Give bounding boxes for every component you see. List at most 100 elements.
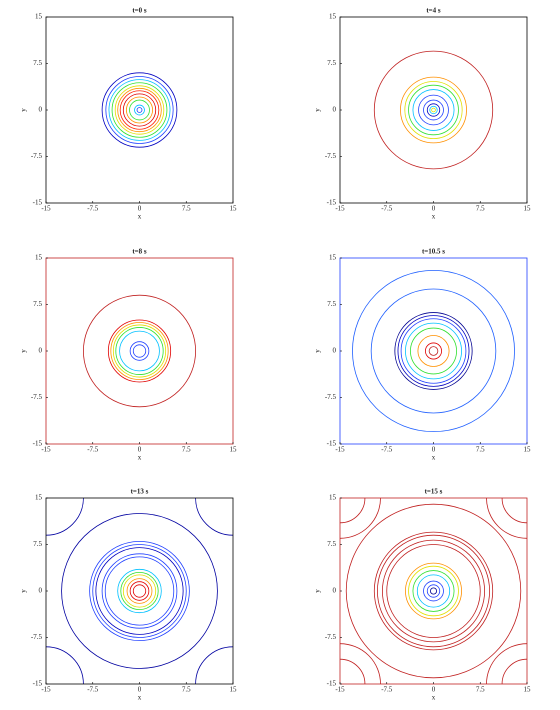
contour-line xyxy=(134,104,145,116)
x-tick-label: 15 xyxy=(230,686,238,694)
y-axis-label: y xyxy=(20,589,28,593)
contour-line xyxy=(417,335,450,367)
contour-line xyxy=(114,85,165,135)
contour-line xyxy=(101,72,178,148)
y-tick-label: -7.5 xyxy=(325,393,337,401)
plot-frame xyxy=(45,16,234,204)
contour-line xyxy=(122,93,157,127)
y-axis-label: y xyxy=(314,108,322,112)
x-tick-label: 7.5 xyxy=(476,446,485,454)
x-tick-label: -7.5 xyxy=(381,205,393,213)
x-axis-label: x xyxy=(138,454,142,462)
plot-area xyxy=(373,50,494,170)
y-tick-label: 15 xyxy=(329,13,337,21)
x-tick-label: 0 xyxy=(432,446,436,454)
x-axis-label: x xyxy=(432,454,436,462)
contour-line xyxy=(408,565,459,617)
y-tick-label: -7.5 xyxy=(31,393,43,401)
y-tick-label: -7.5 xyxy=(31,152,43,160)
contour-line xyxy=(136,107,143,113)
plot-frame xyxy=(339,16,528,204)
contour-line xyxy=(404,81,463,139)
contour-line xyxy=(92,544,187,638)
x-tick-label: 7.5 xyxy=(476,686,485,694)
y-tick-label: -15 xyxy=(33,199,43,207)
contour-line xyxy=(428,346,439,356)
contour-line xyxy=(89,541,190,642)
x-tick-label: -15 xyxy=(41,446,51,454)
contour-line xyxy=(119,330,160,372)
y-tick-label: 7.5 xyxy=(33,540,42,548)
x-tick-label: 7.5 xyxy=(182,686,191,694)
contour-line xyxy=(424,342,443,360)
contour-line xyxy=(386,544,481,638)
panel-title: t=15 s xyxy=(425,488,443,496)
x-tick-label: 7.5 xyxy=(182,205,191,213)
contour-line xyxy=(412,89,455,131)
y-tick-label: 7.5 xyxy=(327,300,336,308)
y-tick-label: 0 xyxy=(333,347,337,355)
x-tick-label: -15 xyxy=(335,205,345,213)
contour-line xyxy=(408,84,459,136)
x-tick-label: -7.5 xyxy=(87,446,99,454)
y-tick-label: 15 xyxy=(35,254,43,262)
x-tick-label: -15 xyxy=(41,686,51,694)
y-axis-label: y xyxy=(314,349,322,353)
contour-line xyxy=(373,50,494,170)
x-tick-label: -7.5 xyxy=(87,686,99,694)
x-tick-label: 15 xyxy=(230,205,238,213)
x-tick-label: -7.5 xyxy=(381,686,393,694)
contour-line xyxy=(101,553,178,629)
contour-line xyxy=(429,587,438,595)
panel-title: t=0 s xyxy=(132,7,147,15)
x-axis-label: x xyxy=(138,694,142,702)
plot-frame xyxy=(339,257,528,445)
contour-line xyxy=(129,581,150,601)
contour-line xyxy=(397,315,470,387)
contour-line xyxy=(83,294,196,408)
x-tick-label: 7.5 xyxy=(476,205,485,213)
panel-title: t=13 s xyxy=(131,488,149,496)
y-tick-label: 7.5 xyxy=(33,300,42,308)
plot-area xyxy=(83,294,196,408)
plot-frame xyxy=(339,497,528,685)
contour-line xyxy=(431,107,436,113)
x-tick-label: -15 xyxy=(335,686,345,694)
y-tick-label: -15 xyxy=(327,199,337,207)
contour-line xyxy=(105,76,174,144)
y-tick-label: 15 xyxy=(329,254,337,262)
contour-line xyxy=(115,327,164,375)
y-axis-label: y xyxy=(20,349,28,353)
x-tick-label: 0 xyxy=(138,446,142,454)
contour-line xyxy=(122,574,157,608)
contour-line xyxy=(61,513,218,669)
contour-line xyxy=(426,584,441,598)
contour-line xyxy=(412,570,455,612)
contour-line xyxy=(119,90,160,130)
x-tick-label: 15 xyxy=(524,205,532,213)
x-tick-label: 15 xyxy=(524,686,532,694)
x-axis-label: x xyxy=(432,213,436,221)
contour-line xyxy=(416,574,451,608)
plot-area xyxy=(101,72,178,148)
contour-line xyxy=(126,96,153,124)
contour-line xyxy=(112,324,167,378)
contour-line xyxy=(345,503,522,679)
contour-line xyxy=(486,643,527,684)
x-tick-label: 0 xyxy=(432,205,436,213)
contour-line xyxy=(108,79,171,141)
y-tick-label: 15 xyxy=(329,494,337,502)
x-axis-label: x xyxy=(432,694,436,702)
y-tick-label: -15 xyxy=(33,680,43,688)
contour-line xyxy=(426,103,441,117)
contour-line xyxy=(129,99,150,121)
contour-line xyxy=(405,562,462,620)
x-tick-label: -7.5 xyxy=(381,446,393,454)
contour-line xyxy=(126,578,153,604)
contour-line xyxy=(429,105,438,115)
y-tick-label: 7.5 xyxy=(327,59,336,67)
x-tick-label: -7.5 xyxy=(87,205,99,213)
y-tick-label: 15 xyxy=(35,494,43,502)
contour-line xyxy=(104,556,175,626)
